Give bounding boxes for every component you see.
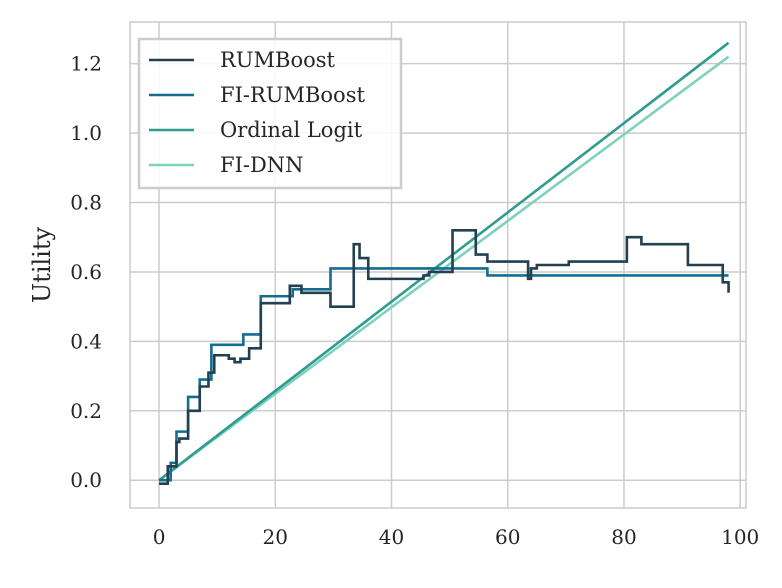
legend-label-fi-dnn: FI-DNN bbox=[220, 153, 304, 177]
legend-box bbox=[137, 37, 403, 190]
legend-label-rumboost: RUMBoost bbox=[220, 48, 336, 72]
series-line-rumboost bbox=[159, 228, 730, 485]
y-tick-label: 0.2 bbox=[70, 399, 102, 423]
tick-labels: 0 20 40 60 80 100 0.0 0.2 0.4 0.6 0.8 1.0 1.2 bbox=[70, 52, 759, 549]
y-tick-label: 0.0 bbox=[70, 468, 102, 492]
y-tick-label: 0.4 bbox=[70, 329, 102, 353]
x-tick-label: 0 bbox=[153, 525, 166, 549]
legend: RUMBoost FI-RUMBoost Ordinal Logit FI-DNN bbox=[137, 37, 403, 190]
y-tick-label: 1.0 bbox=[70, 121, 102, 145]
y-tick-label: 1.2 bbox=[70, 52, 102, 76]
y-tick-label: 0.8 bbox=[70, 191, 102, 215]
x-tick-label: 80 bbox=[611, 525, 636, 549]
x-tick-label: 40 bbox=[379, 525, 404, 549]
y-tick-label: 0.6 bbox=[70, 260, 102, 284]
x-tick-label: 100 bbox=[721, 525, 759, 549]
y-axis-label: Utility bbox=[28, 227, 56, 304]
series-line-ordinal-logit bbox=[158, 41, 730, 482]
x-tick-label: 60 bbox=[495, 525, 520, 549]
x-tick-label: 20 bbox=[263, 525, 288, 549]
legend-label-fi-rumboost: FI-RUMBoost bbox=[220, 83, 365, 107]
legend-label-ordinal-logit: Ordinal Logit bbox=[220, 118, 363, 142]
series-layer bbox=[158, 41, 730, 485]
